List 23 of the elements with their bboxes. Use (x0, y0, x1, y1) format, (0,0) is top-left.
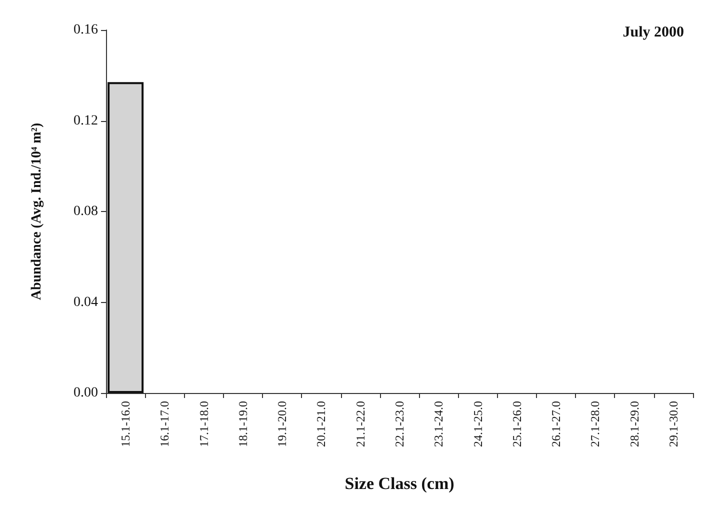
x-tick-label: 27.1-28.0 (588, 401, 602, 447)
chart-title: July 2000 (622, 24, 684, 40)
y-tick-label: 0.00 (74, 386, 98, 400)
x-tick-label: 28.1-29.0 (627, 401, 642, 447)
x-tick-label: 15.1-16.0 (118, 401, 133, 447)
x-tick-label: 18.1-19.0 (236, 401, 250, 447)
x-tick-label: 17.1-18.0 (196, 401, 211, 447)
y-tick-label: 0.16 (74, 22, 98, 38)
x-tick-label: 16.1-17.0 (158, 401, 172, 447)
x-tick-label: 22.1-23.0 (392, 401, 406, 447)
y-axis-title: Abundance (Avg. Ind./10⁴ m²) (30, 122, 44, 300)
x-axis-title: Size Class (cm) (344, 474, 454, 493)
x-tick-label: 19.1-20.0 (275, 401, 290, 447)
y-tick-label: 0.04 (74, 294, 98, 310)
x-tick-label: 21.1-22.0 (353, 401, 368, 447)
x-tick-label: 29.1-30.0 (666, 401, 680, 447)
x-tick-label: 24.1-25.0 (470, 401, 485, 447)
x-tick-label: 20.1-21.0 (314, 401, 328, 447)
y-tick-label: 0.08 (74, 204, 98, 219)
x-tick-label: 23.1-24.0 (432, 401, 446, 447)
y-tick-label: 0.12 (74, 113, 98, 128)
x-tick-label: 26.1-27.0 (549, 401, 564, 447)
x-tick-label: 25.1-26.0 (510, 401, 524, 447)
